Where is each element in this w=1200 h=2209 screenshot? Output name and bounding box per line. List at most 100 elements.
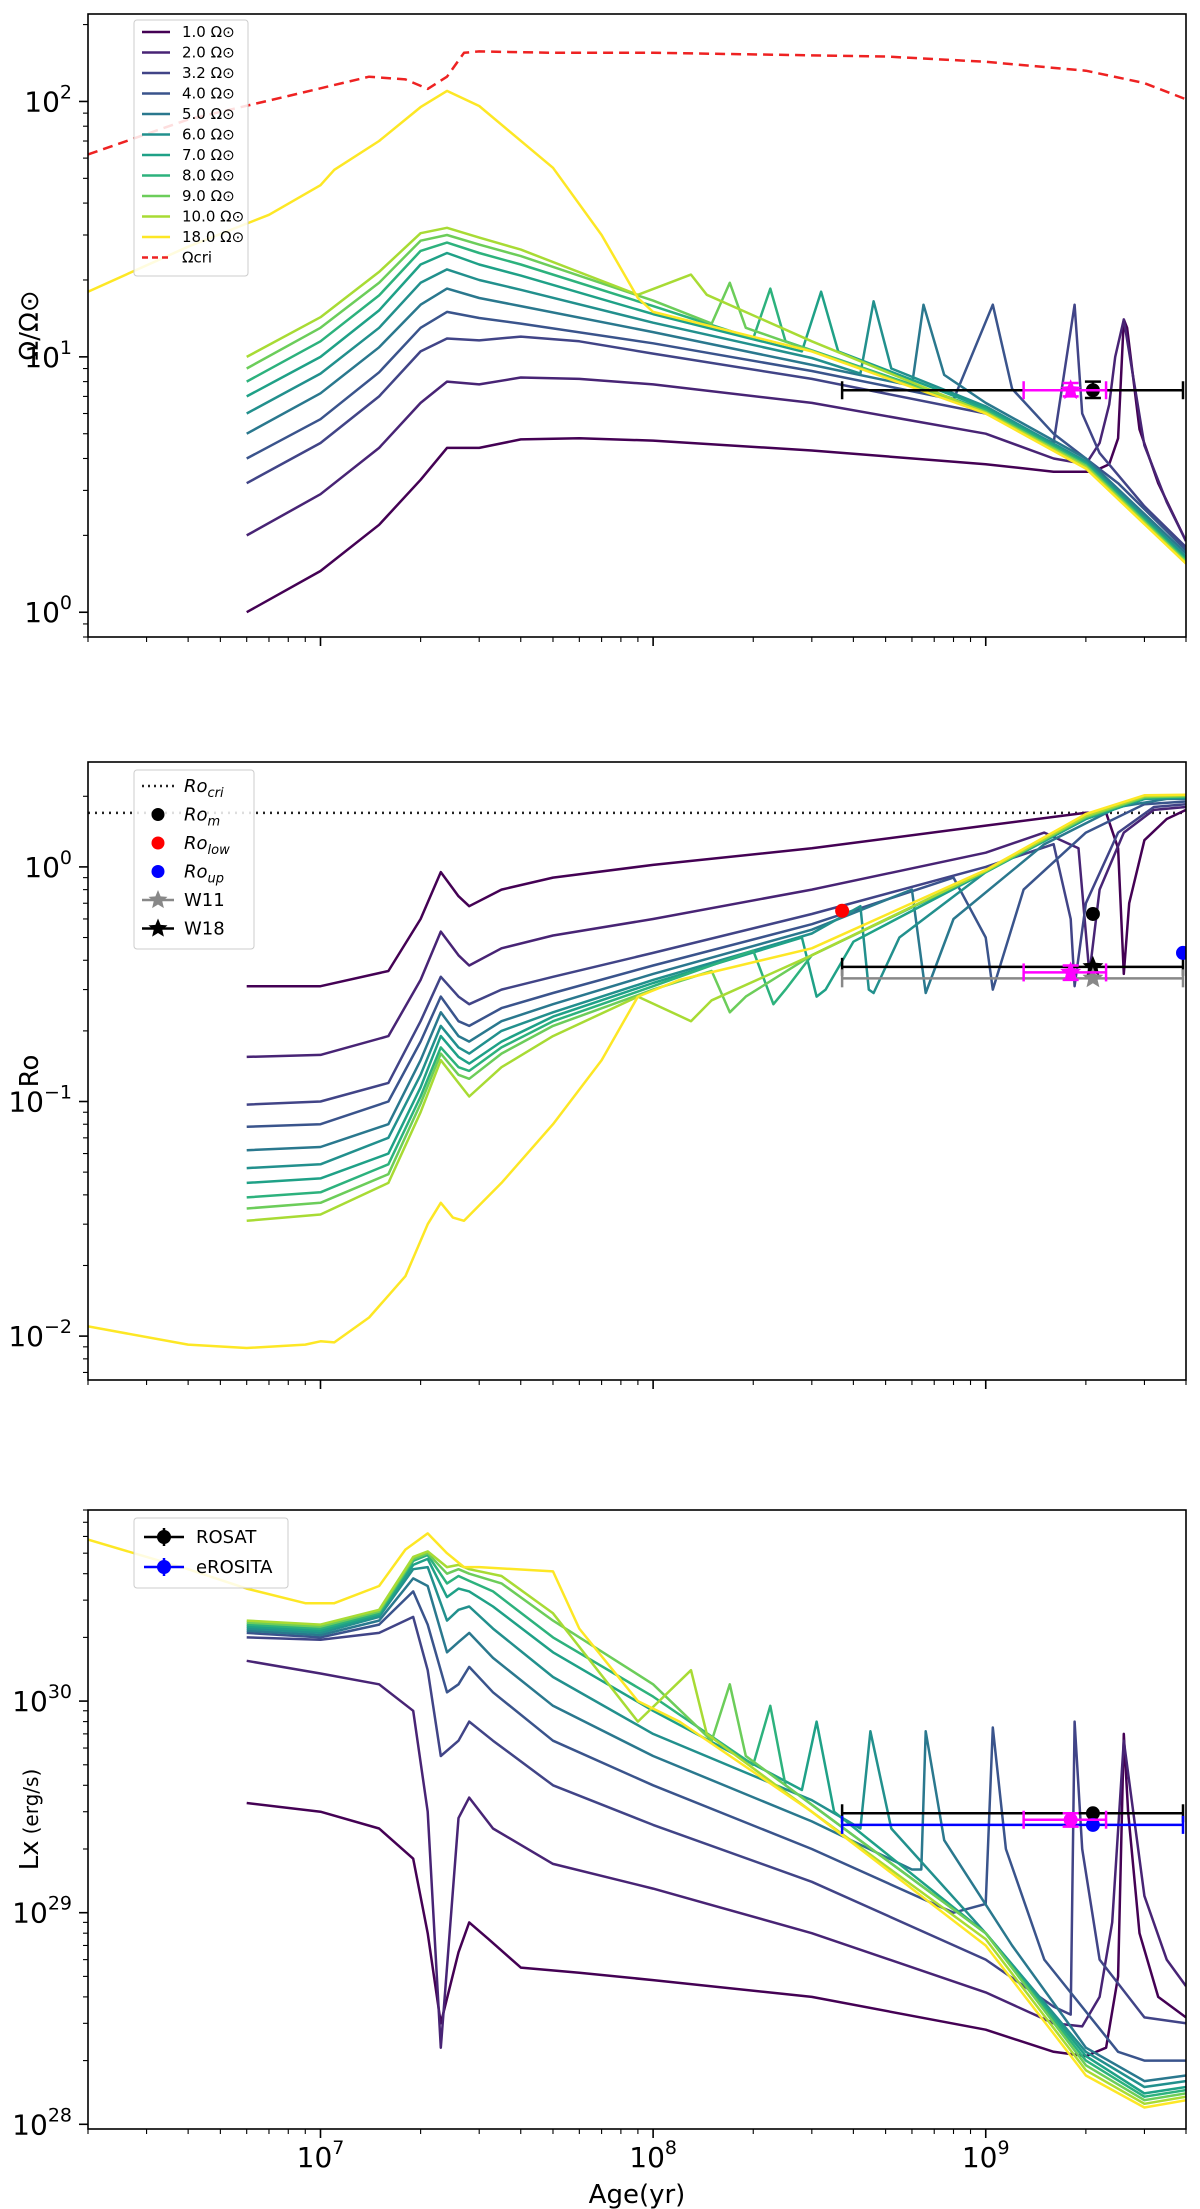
legend-swatch-2 — [151, 836, 165, 850]
series-line-5 — [246, 268, 1186, 558]
legend-swatch-1 — [151, 808, 165, 821]
plot-area — [88, 50, 1186, 614]
legend-entry-sub: m — [208, 815, 221, 830]
series-line-10 — [88, 89, 1186, 565]
errorbar-star-marker — [1082, 967, 1104, 988]
series-line-0 — [246, 808, 1186, 988]
legend-entry-1: Rom — [184, 805, 220, 830]
legend-entry-3: 4.0 Ω⊙ — [182, 85, 235, 103]
y-tick-label-0-base: 10 — [8, 1320, 44, 1353]
series-line-2 — [246, 303, 1186, 548]
y-tick-label-2-base: 10 — [24, 85, 60, 118]
y-tick-label-0: 1028 — [12, 2104, 72, 2141]
series-line-0 — [246, 318, 1186, 614]
errorbar-star-marker — [1060, 379, 1082, 400]
legend-entry-main: W18 — [184, 919, 225, 940]
series-line-1 — [246, 805, 1186, 1059]
series-line-9 — [246, 1550, 1186, 2106]
legend: ROSAT eROSITA — [133, 1517, 289, 1589]
y-tick-label-1-exp: −1 — [44, 1082, 72, 1104]
errorbar-star-marker — [1082, 955, 1104, 976]
legend-box — [133, 19, 249, 277]
y-tick-label-1-base: 10 — [24, 341, 60, 374]
errorbar-2 — [1022, 1810, 1108, 1829]
errorbar-star-marker — [1060, 961, 1082, 982]
legend-entry-0: 1.0 Ω⊙ — [182, 23, 235, 41]
legend-entry-main: W11 — [184, 890, 225, 911]
errorbar-dot-marker — [1085, 1806, 1100, 1821]
y-tick-label-0-exp: 0 — [60, 592, 72, 614]
legend-entry-11: Ωcri — [182, 249, 212, 267]
plot-area — [88, 793, 1186, 1350]
y-tick-label-2-base: 10 — [12, 1685, 48, 1718]
y-tick-label-2-base: 10 — [24, 851, 60, 884]
legend-entry-6: 7.0 Ω⊙ — [182, 146, 235, 164]
y-tick-label-0: 10−2 — [8, 1316, 72, 1353]
legend-entry-3: Roup — [184, 862, 224, 887]
axes-frame — [87, 761, 1187, 1381]
legend-entry-0: Rocri — [184, 776, 224, 801]
data-point-Ro_m — [1085, 906, 1100, 921]
legend-entry-main: Ro — [184, 833, 208, 854]
errorbar-0 — [840, 955, 1185, 976]
series-line-10 — [88, 793, 1186, 1350]
y-tick-label-1-base: 10 — [8, 1086, 44, 1119]
series-line-2 — [246, 802, 1186, 1106]
series-line-9 — [246, 226, 1186, 564]
legend-box — [133, 1517, 289, 1589]
y-axis-label: Lx(erg/s) — [15, 1769, 45, 1871]
legend-entry-8: 9.0 Ω⊙ — [182, 187, 235, 205]
axis-ticks — [79, 24, 1187, 646]
x-tick-label-1-exp: 8 — [665, 2137, 677, 2159]
y-tick-label-1-exp: 1 — [60, 337, 72, 359]
legend-entry-1: 2.0 Ω⊙ — [182, 44, 235, 62]
errorbar-dot-marker — [1085, 1817, 1100, 1832]
legend-entry-sub: low — [208, 843, 231, 858]
series-line-11 — [88, 50, 1186, 156]
x-tick-label-1: 108 — [629, 2137, 677, 2174]
y-axis-unit: (erg/s) — [19, 1769, 43, 1835]
legend-entry-sub: cri — [208, 786, 224, 801]
data-point-Ro_up — [1176, 945, 1186, 960]
x-tick-label-2-base: 10 — [962, 2141, 998, 2174]
legend-entry-4: W11 — [184, 890, 225, 911]
errorbar-2 — [1022, 961, 1108, 982]
legend-swatch-0 — [157, 1530, 171, 1544]
axes-frame — [87, 13, 1187, 638]
y-tick-label-2-exp: 0 — [60, 847, 72, 869]
series-line-3 — [246, 303, 1186, 552]
x-tick-label-0: 107 — [297, 2137, 345, 2174]
series-line-4 — [246, 797, 1186, 1152]
legend-swatch-5 — [148, 918, 168, 937]
x-axis-label: Age(yr) — [589, 2180, 686, 2209]
y-tick-label-0: 100 — [24, 592, 72, 629]
x-tick-label-2-exp: 9 — [998, 2137, 1010, 2159]
legend-swatch-4 — [148, 890, 168, 909]
y-tick-label-2-exp: 30 — [48, 1681, 72, 1703]
legend-entry-9: 10.0 Ω⊙ — [182, 208, 244, 226]
legend-entry-2: Rolow — [184, 833, 230, 858]
legend-entry-4: 5.0 Ω⊙ — [182, 105, 235, 123]
legend-entry-main: Ro — [184, 776, 208, 797]
y-tick-label-2: 102 — [24, 81, 72, 118]
legend-entry-main: Ro — [184, 862, 208, 883]
y-axis-label: Ω/Ω⊙ — [15, 290, 45, 360]
x-tick-label-2: 109 — [962, 2137, 1010, 2174]
legend-entry-5: 6.0 Ω⊙ — [182, 126, 235, 144]
series-line-3 — [246, 1590, 1186, 2062]
legend-entry-5: W18 — [184, 919, 225, 940]
y-tick-label-2: 100 — [24, 847, 72, 884]
legend-entry-main: Ro — [184, 805, 208, 826]
y-tick-label-2: 1030 — [12, 1681, 72, 1718]
x-tick-label-0-base: 10 — [297, 2141, 333, 2174]
legend-entry-7: 8.0 Ω⊙ — [182, 167, 235, 185]
legend-entry-10: 18.0 Ω⊙ — [182, 228, 244, 246]
y-tick-label-1: 101 — [24, 337, 72, 374]
axis-ticks — [79, 1509, 1187, 2138]
y-tick-label-0-exp: −2 — [44, 1316, 72, 1338]
